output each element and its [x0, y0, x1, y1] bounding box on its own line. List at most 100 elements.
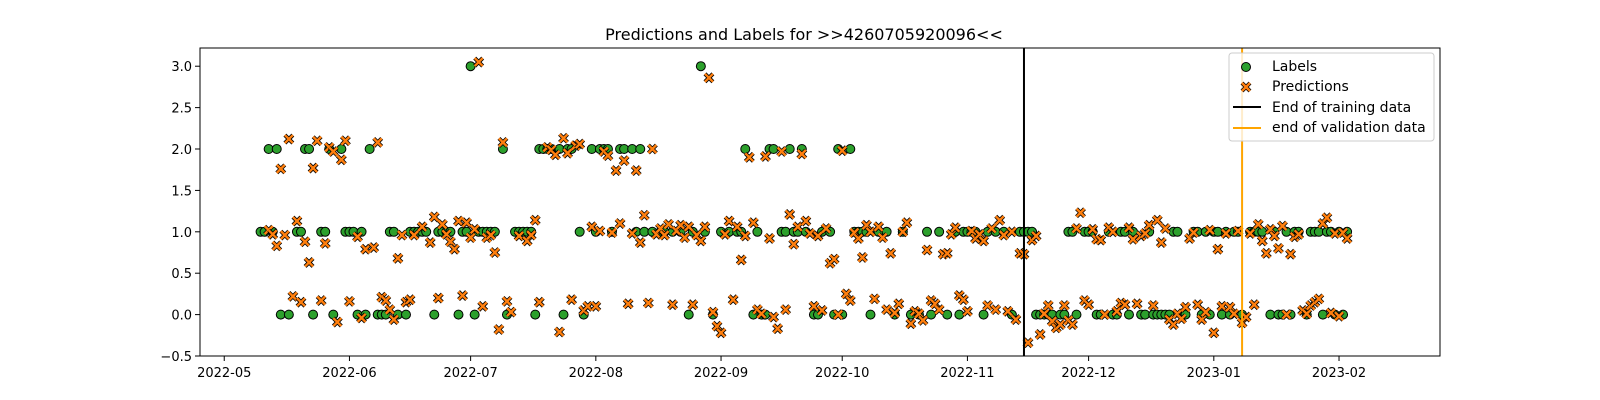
prediction-point — [501, 295, 513, 307]
label-point — [845, 144, 856, 155]
prediction-point — [760, 151, 771, 162]
prediction-point — [416, 221, 428, 233]
prediction-point — [1228, 308, 1240, 320]
prediction-point — [497, 136, 509, 148]
prediction-point — [428, 211, 440, 223]
prediction-point — [626, 228, 638, 239]
prediction-point — [1208, 327, 1220, 339]
prediction-point — [1204, 224, 1216, 236]
prediction-point — [1188, 227, 1200, 239]
prediction-point — [1192, 299, 1204, 311]
prediction-point — [1123, 222, 1135, 234]
prediction-point — [1232, 225, 1244, 237]
prediction-point — [897, 226, 909, 238]
prediction-point — [667, 299, 678, 311]
x-tick-label: 2023-01 — [1187, 366, 1241, 381]
prediction-point — [287, 290, 299, 302]
prediction-point — [271, 240, 283, 252]
prediction-point — [820, 223, 832, 234]
prediction-point — [675, 219, 687, 231]
prediction-point — [998, 229, 1010, 241]
prediction-point — [788, 238, 800, 250]
legend-predictions-text: Predictions — [1272, 79, 1349, 95]
prediction-point — [339, 135, 351, 147]
prediction-point — [901, 217, 913, 229]
prediction-point — [800, 215, 812, 227]
prediction-point — [796, 148, 808, 160]
prediction-point — [404, 294, 416, 306]
prediction-point — [957, 294, 969, 306]
x-tick-label: 2022-08 — [569, 366, 623, 381]
label-point — [465, 61, 476, 72]
series-layer — [255, 56, 1353, 349]
prediction-point — [792, 221, 804, 233]
prediction-point — [852, 233, 864, 244]
prediction-point — [1071, 223, 1082, 234]
prediction-point — [638, 209, 650, 221]
prediction-point — [384, 304, 396, 316]
prediction-point — [905, 318, 917, 330]
legend-predictions-marker — [1240, 81, 1252, 93]
prediction-point — [994, 214, 1006, 226]
prediction-point — [1155, 237, 1167, 248]
label-point — [752, 226, 763, 237]
prediction-point — [594, 225, 606, 237]
prediction-point — [844, 295, 856, 306]
prediction-point — [1313, 293, 1325, 305]
prediction-point — [485, 229, 497, 241]
prediction-point — [1273, 242, 1284, 254]
prediction-point — [550, 149, 561, 161]
prediction-point — [1087, 223, 1099, 235]
prediction-point — [1196, 314, 1208, 325]
prediction-point — [335, 154, 347, 166]
y-axis: −0.5 0.0 0.5 1.0 1.5 2.0 2.5 3.0 — [160, 60, 200, 365]
prediction-point — [275, 163, 287, 175]
prediction-point — [590, 300, 602, 312]
label-point — [1317, 309, 1328, 320]
prediction-point — [392, 252, 404, 264]
prediction-point — [1200, 306, 1212, 318]
prediction-point — [816, 305, 828, 316]
prediction-point — [1256, 235, 1268, 247]
prediction-point — [699, 221, 711, 233]
prediction-point — [307, 162, 319, 174]
x-tick-label: 2023-02 — [1312, 366, 1366, 381]
prediction-point — [832, 309, 844, 321]
legend-box — [1228, 52, 1435, 142]
prediction-point — [1220, 228, 1232, 239]
x-tick-label: 2022-12 — [1061, 366, 1115, 381]
prediction-point — [396, 229, 408, 241]
prediction-point — [1277, 220, 1288, 232]
prediction-point — [283, 133, 295, 145]
prediction-point — [279, 229, 291, 241]
prediction-point — [723, 215, 735, 227]
prediction-point — [739, 230, 751, 242]
x-tick-label: 2022-10 — [815, 366, 869, 381]
x-tick-label: 2022-06 — [322, 366, 376, 381]
prediction-point — [1151, 214, 1163, 226]
x-tick-label: 2022-11 — [940, 366, 994, 381]
prediction-point — [311, 135, 323, 147]
prediction-point — [315, 295, 327, 306]
prediction-point — [445, 236, 456, 248]
prediction-point — [582, 300, 594, 312]
prediction-point — [731, 221, 743, 233]
legend-labels-text: Labels — [1272, 59, 1317, 75]
prediction-point — [772, 323, 784, 335]
prediction-point — [566, 294, 578, 306]
prediction-point — [622, 298, 634, 310]
prediction-point — [1119, 299, 1131, 311]
prediction-point — [614, 218, 626, 229]
label-point — [695, 61, 706, 72]
label-point — [922, 226, 933, 237]
prediction-point — [453, 215, 464, 227]
prediction-point — [618, 155, 630, 167]
prediction-point — [808, 300, 820, 312]
prediction-point — [1038, 308, 1050, 320]
prediction-point — [1127, 233, 1139, 245]
prediction-point — [1248, 299, 1260, 311]
prediction-point — [949, 222, 961, 234]
y-tick-label: 1.0 — [171, 226, 192, 241]
chart-title: Predictions and Labels for >>42607059200… — [605, 25, 1003, 44]
y-tick-label: 2.5 — [171, 102, 192, 117]
